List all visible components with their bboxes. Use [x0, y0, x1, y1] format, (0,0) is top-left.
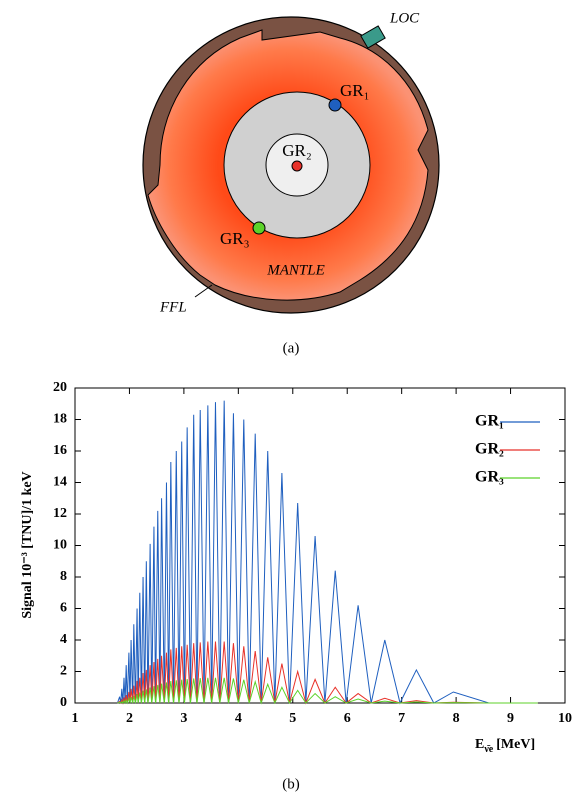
x-tick-label: 5 — [289, 711, 296, 726]
x-tick-label: 8 — [453, 711, 460, 726]
gr3-label: GR₃ — [220, 229, 250, 248]
x-axis-label: Eν̄e [MeV] — [475, 737, 535, 755]
x-tick-label: 6 — [344, 711, 351, 726]
caption: (a) — [283, 340, 300, 356]
x-tick-label: 1 — [72, 711, 79, 726]
x-tick-label: 7 — [398, 711, 405, 726]
x-tick-label: 4 — [235, 711, 242, 726]
x-label-sub: ν̄e — [483, 744, 493, 755]
earth-diagram: LOC GR₁ GR₂ GR₃ MANTLE FFL (a) — [142, 10, 440, 356]
x-tick-label: 9 — [507, 711, 514, 726]
gr1-label: GR₁ — [340, 81, 370, 100]
y-tick-label: 6 — [60, 601, 67, 616]
gr1-point — [328, 98, 342, 112]
loc-box — [360, 25, 386, 49]
legend-label: GR₃ — [475, 469, 504, 486]
y-tick-label: 20 — [53, 380, 67, 395]
legend-label: GR₂ — [475, 441, 504, 458]
gr3-point — [252, 221, 266, 235]
x-tick-label: 10 — [558, 711, 572, 726]
x-label-unit: [MeV] — [496, 737, 535, 752]
y-tick-label: 16 — [53, 443, 67, 458]
y-tick-label: 18 — [53, 412, 67, 427]
x-tick-label: 2 — [126, 711, 133, 726]
y-tick-label: 12 — [53, 506, 67, 521]
y-axis-label: Signal 10⁻³ [TNU]/1 keV — [20, 471, 35, 618]
y-tick-label: 0 — [60, 695, 67, 710]
series-line — [116, 400, 538, 705]
y-tick-label: 8 — [60, 569, 67, 584]
series-line — [117, 641, 538, 705]
ffl-pointer — [194, 284, 213, 298]
y-tick-label: 10 — [53, 538, 67, 553]
caption: (b) — [282, 776, 300, 792]
mantle-label: MANTLE — [266, 262, 325, 278]
y-tick-label: 2 — [60, 664, 67, 679]
legend-label: GR₁ — [475, 413, 504, 430]
gr2-label: GR₂ — [282, 141, 312, 160]
gr2-point — [291, 160, 303, 172]
ffl-label: FFL — [159, 299, 187, 315]
x-label-base: E — [475, 737, 484, 752]
x-tick-label: 3 — [180, 711, 187, 726]
y-tick-label: 4 — [60, 632, 67, 647]
y-tick-label: 14 — [53, 475, 67, 490]
series-line — [117, 677, 538, 705]
loc-label: LOC — [389, 10, 420, 26]
